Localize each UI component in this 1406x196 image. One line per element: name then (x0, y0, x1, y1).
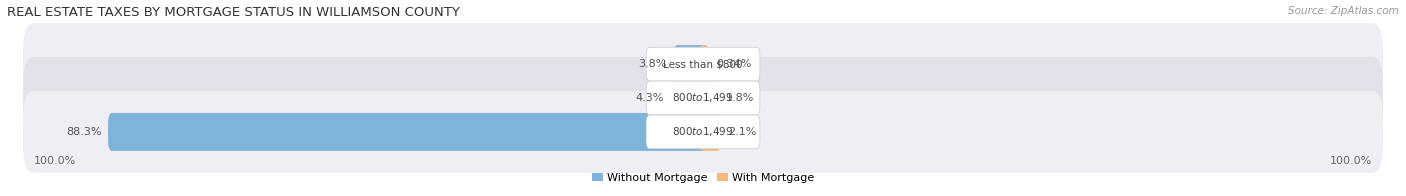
Text: 0.34%: 0.34% (716, 59, 751, 69)
FancyBboxPatch shape (647, 81, 759, 115)
Text: Less than $800: Less than $800 (664, 59, 742, 69)
Text: 4.3%: 4.3% (636, 93, 664, 103)
FancyBboxPatch shape (699, 45, 709, 83)
FancyBboxPatch shape (22, 57, 1384, 139)
Text: Source: ZipAtlas.com: Source: ZipAtlas.com (1288, 6, 1399, 16)
Text: 3.8%: 3.8% (638, 59, 666, 69)
FancyBboxPatch shape (647, 115, 759, 149)
FancyBboxPatch shape (22, 23, 1384, 105)
Text: 100.0%: 100.0% (1330, 156, 1372, 166)
Legend: Without Mortgage, With Mortgage: Without Mortgage, With Mortgage (592, 173, 814, 183)
FancyBboxPatch shape (699, 79, 718, 117)
Text: 1.8%: 1.8% (725, 93, 754, 103)
FancyBboxPatch shape (647, 47, 759, 81)
Text: REAL ESTATE TAXES BY MORTGAGE STATUS IN WILLIAMSON COUNTY: REAL ESTATE TAXES BY MORTGAGE STATUS IN … (7, 6, 460, 19)
Text: 2.1%: 2.1% (728, 127, 756, 137)
FancyBboxPatch shape (673, 45, 707, 83)
FancyBboxPatch shape (22, 91, 1384, 173)
Text: $800 to $1,499: $800 to $1,499 (672, 92, 734, 104)
FancyBboxPatch shape (699, 113, 721, 151)
FancyBboxPatch shape (108, 113, 707, 151)
Text: $800 to $1,499: $800 to $1,499 (672, 125, 734, 138)
FancyBboxPatch shape (671, 79, 707, 117)
Text: 100.0%: 100.0% (34, 156, 76, 166)
Text: 88.3%: 88.3% (66, 127, 101, 137)
